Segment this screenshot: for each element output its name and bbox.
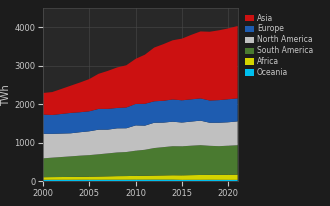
- Y-axis label: TWh: TWh: [1, 84, 11, 106]
- Legend: Asia, Europe, North America, South America, Africa, Oceania: Asia, Europe, North America, South Ameri…: [243, 12, 315, 79]
